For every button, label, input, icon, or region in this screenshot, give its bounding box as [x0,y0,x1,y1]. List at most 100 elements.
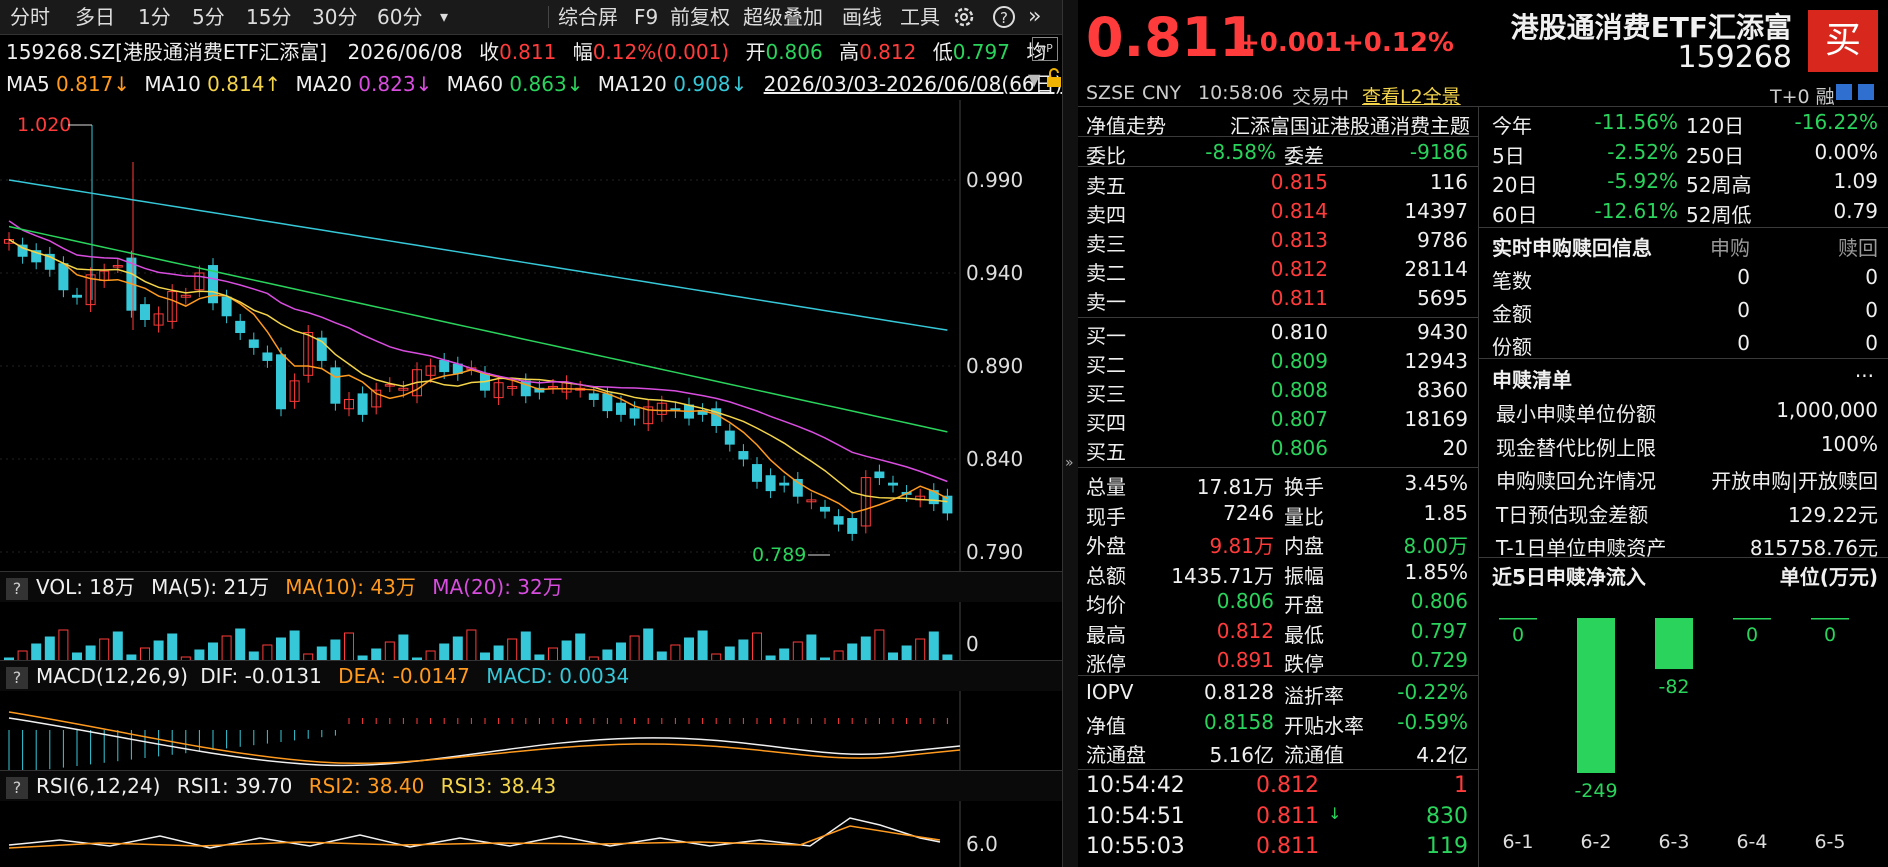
perf-label: 20日 [1492,173,1538,197]
ma10-value: 0.814↑ [207,72,282,96]
creation-list-value: 开放申购|开放赎回 [1711,469,1878,493]
kline-chart[interactable]: 0.990 0.940 0.890 0.840 0.790 1.020 0.789 [0,96,1062,867]
help-icon[interactable]: ? [992,0,1016,34]
ask-level-label: 卖三 [1086,232,1126,256]
flow-day-label: 6-5 [1814,831,1845,853]
tab-5min[interactable]: 5分 [192,5,225,29]
candle-body [112,265,123,268]
bid-price[interactable]: 0.809 [1270,349,1328,373]
stat-label: 跌停 [1284,652,1324,676]
perf-label: 52周高 [1686,173,1752,197]
range-dropdown-icon[interactable]: ▼ [1028,70,1041,89]
low-value: 0.797 [952,40,1010,64]
creation-list-value: 100% [1820,431,1878,456]
forward-adjust-button[interactable]: 前复权 [670,5,730,29]
iopv-label: 净值 [1086,713,1126,738]
expand-icon[interactable] [1858,84,1874,100]
weight-icon[interactable]: wP [1032,37,1058,61]
vol-help-button[interactable]: ? [6,577,28,600]
candle-body [493,382,504,399]
macd-help-button[interactable]: ? [6,666,28,689]
edit-icon[interactable] [1836,84,1852,100]
nav-trend-link[interactable]: 净值走势 [1086,114,1166,138]
draw-line-button[interactable]: 画线 [842,5,882,29]
tab-1min[interactable]: 1分 [138,5,171,29]
chevron-right-icon[interactable]: » [1028,4,1042,29]
realtime-col-redeem: 赎回 [1838,236,1878,260]
f9-button[interactable]: F9 [634,5,659,29]
tab-60min[interactable]: 60分 [377,5,423,29]
tab-15min[interactable]: 15分 [246,5,292,29]
flow-bar [1499,618,1537,620]
price-axis-label: 0.990 [966,168,1023,192]
ma60-value: 0.863↓ [509,72,584,96]
stat-label: 总额 [1086,563,1126,588]
amp-label: 幅 [572,40,593,64]
perf-label: 60日 [1492,202,1538,227]
date-range-link[interactable]: 2026/03/03-2026/06/08(66日) [763,72,1063,96]
ma20-value: 0.823↓ [358,72,433,96]
ma10-label: MA10 [144,72,201,96]
gear-icon[interactable] [952,0,976,34]
lock-icon[interactable] [1046,68,1062,88]
macd-dea: DEA: -0.0147 [338,664,470,688]
stat-value: 9.81万 [1209,534,1274,558]
tab-multiday[interactable]: 多日 [75,5,115,29]
stat-label: 量比 [1284,504,1324,529]
ma10-line [8,238,948,503]
ask-level-label: 卖二 [1086,261,1126,285]
flow-day-label: 6-3 [1658,831,1689,853]
ask-price[interactable]: 0.811 [1270,286,1328,310]
flow-value-label: -249 [1574,780,1617,802]
iopv-value: 0.8158 [1204,709,1274,734]
vol-ma5: MA(5): 21万 [151,575,269,599]
bid-price[interactable]: 0.808 [1270,378,1328,402]
realtime-subscribe-value: 0 [1737,265,1750,289]
candle-body [153,313,164,326]
bid-price[interactable]: 0.807 [1270,407,1328,431]
ask-price[interactable]: 0.814 [1270,199,1328,223]
bid-price[interactable]: 0.806 [1270,436,1328,460]
rsi2-value: RSI2: 38.40 [308,774,425,798]
fund-code: 159268 [1677,40,1792,75]
candle-body [194,272,205,291]
creation-list-label: 现金替代比例上限 [1496,435,1656,460]
stat-value: 1.85 [1423,500,1468,525]
perf-label: 120日 [1686,114,1745,138]
tab-30min[interactable]: 30分 [312,5,358,29]
candle-body [344,398,354,410]
iopv-value: 0.8128 [1204,680,1274,704]
macd-dif-line [8,717,961,767]
perf-label: 5日 [1492,143,1525,168]
ask-price[interactable]: 0.813 [1270,228,1328,252]
period-dropdown-icon[interactable]: ▾ [440,7,449,26]
buy-button[interactable]: 买 [1808,10,1878,72]
candle-body [656,402,667,415]
bid-volume: 12943 [1404,349,1468,373]
ma60-line [8,225,948,433]
candle-body [140,304,150,320]
ask-price[interactable]: 0.815 [1270,170,1328,194]
more-icon[interactable]: ··· [1854,364,1874,388]
rsi-help-button[interactable]: ? [6,776,28,799]
period-toolbar: 分时 多日 1分 5分 15分 30分 60分 ▾ 综合屏 F9 前复权 超级叠… [0,0,1062,35]
iopv-label: 溢折率 [1284,684,1344,708]
tab-intraday[interactable]: 分时 [10,5,50,29]
ma120-label: MA120 [597,72,667,96]
quote-panel: 0.811 +0.001 +0.12% 港股通消费ETF汇添富 159268 买… [1078,0,1888,867]
vol-ma20: MA(20): 32万 [432,575,563,599]
collapse-icon[interactable]: » [1065,455,1074,471]
candle-body [412,369,422,397]
ask-price[interactable]: 0.812 [1270,257,1328,281]
stat-value: 0.891 [1216,648,1274,672]
rsi-axis-label: 6.0 [966,832,998,856]
price-axis-label: 0.940 [966,261,1023,285]
overlay-button[interactable]: 超级叠加 [743,5,823,29]
composite-screen-button[interactable]: 综合屏 [558,5,618,29]
tools-button[interactable]: 工具 [900,5,940,29]
candle-body [724,430,735,445]
bid-price[interactable]: 0.810 [1270,320,1328,344]
l2-link[interactable]: 查看L2全景 [1362,86,1461,108]
stat-value: 1.85% [1404,559,1468,584]
ask-level-label: 卖五 [1086,174,1126,198]
